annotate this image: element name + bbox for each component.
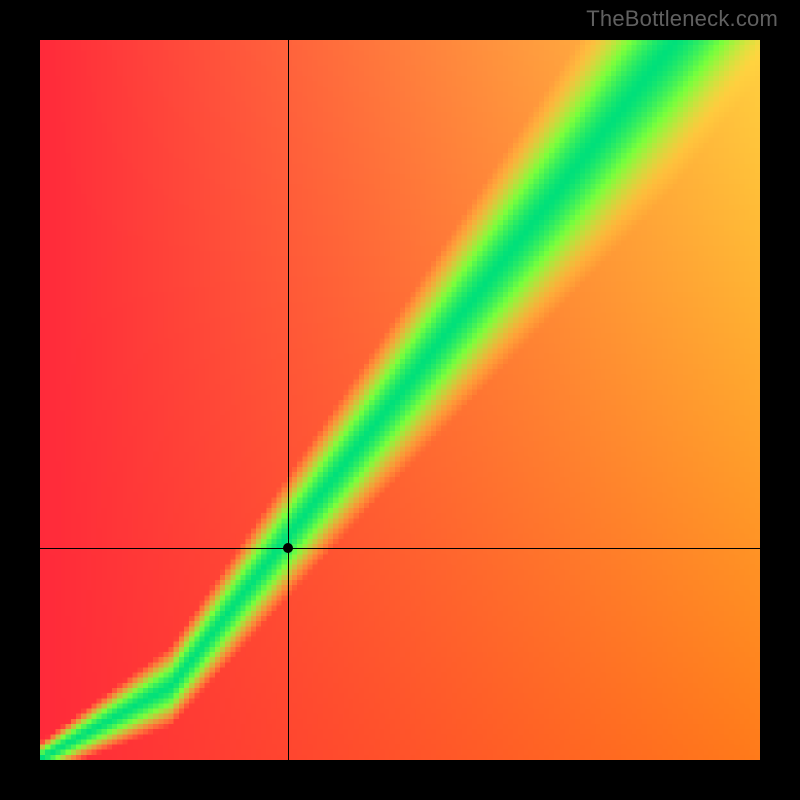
heatmap-canvas [40,40,760,760]
plot-area [40,40,760,760]
chart-container: TheBottleneck.com [0,0,800,800]
crosshair-vertical [288,40,289,760]
crosshair-marker [283,543,293,553]
watermark-label: TheBottleneck.com [586,6,778,32]
crosshair-horizontal [40,548,760,549]
